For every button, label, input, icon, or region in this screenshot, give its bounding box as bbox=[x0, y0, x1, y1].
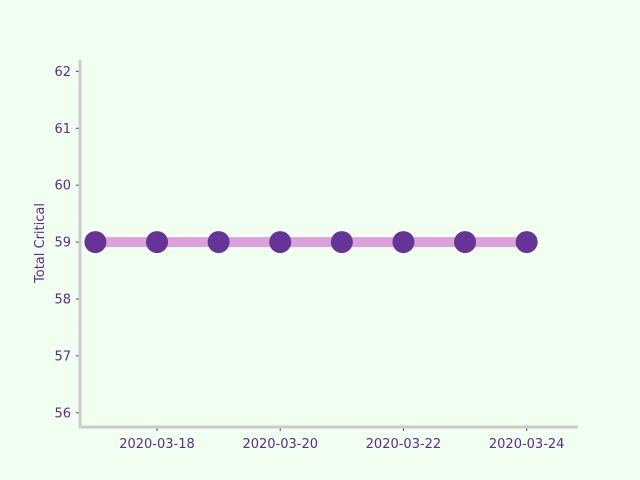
y-tick-label: 59 bbox=[54, 236, 71, 251]
x-tick-label: 2020-03-20 bbox=[242, 437, 318, 452]
data-point bbox=[269, 231, 292, 254]
x-tick-label: 2020-03-22 bbox=[366, 437, 442, 452]
y-tick-label: 58 bbox=[54, 292, 71, 307]
y-tick-label: 62 bbox=[54, 65, 71, 80]
data-point bbox=[454, 231, 477, 254]
y-tick-label: 61 bbox=[54, 122, 71, 137]
tick-layer: 56 57 58 59 60 61 62 2020-03-18 2020-03-20 2020-0… bbox=[54, 65, 564, 452]
x-tick-label: 2020-03-18 bbox=[119, 437, 195, 452]
y-tick-label: 57 bbox=[54, 349, 71, 364]
y-tick-label: 60 bbox=[54, 179, 71, 194]
data-point bbox=[515, 231, 538, 254]
data-point bbox=[146, 231, 169, 254]
series-layer bbox=[84, 231, 538, 254]
data-point bbox=[330, 231, 353, 254]
data-point bbox=[84, 231, 107, 254]
x-tick-label: 2020-03-24 bbox=[489, 437, 565, 452]
y-axis-label: Total Critical bbox=[33, 203, 48, 284]
y-tick-label: 56 bbox=[54, 406, 71, 421]
data-point bbox=[392, 231, 415, 254]
data-point bbox=[207, 231, 230, 254]
